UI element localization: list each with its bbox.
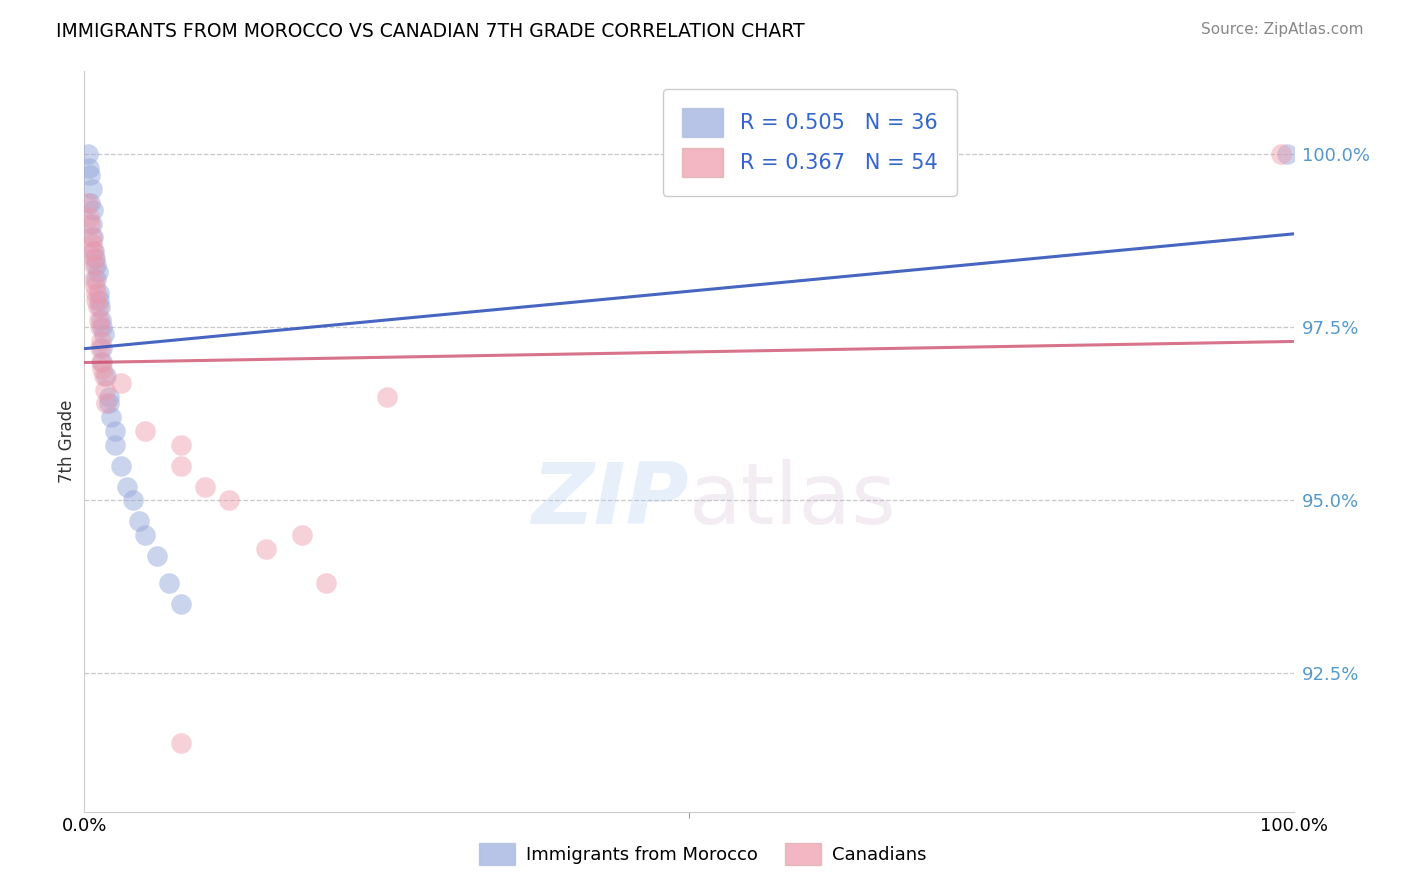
Point [170, 458, 193, 473]
Point [86, 285, 108, 300]
Legend: Immigrants from Morocco, Canadians: Immigrants from Morocco, Canadians [470, 834, 936, 874]
Point [83, 258, 105, 272]
Point [170, 735, 193, 749]
Point [79, 195, 101, 210]
Point [87, 285, 110, 300]
Point [100, 410, 122, 425]
Point [89, 341, 111, 355]
Point [83, 272, 105, 286]
Text: Source: ZipAtlas.com: Source: ZipAtlas.com [1201, 22, 1364, 37]
Text: atlas: atlas [689, 459, 897, 542]
Point [97, 390, 120, 404]
Point [91, 320, 114, 334]
Point [291, 528, 314, 542]
Point [90, 355, 112, 369]
Point [91, 362, 114, 376]
Point [86, 300, 108, 314]
Point [80, 182, 103, 196]
Legend: R = 0.505   N = 36, R = 0.367   N = 54: R = 0.505 N = 36, R = 0.367 N = 54 [664, 89, 956, 196]
Point [170, 597, 193, 611]
Point [83, 251, 105, 265]
Point [79, 168, 101, 182]
Point [110, 376, 132, 390]
Point [104, 438, 127, 452]
Point [91, 341, 114, 355]
Point [121, 493, 143, 508]
Point [89, 320, 111, 334]
Point [134, 528, 156, 542]
Point [254, 541, 277, 556]
Point [375, 390, 398, 404]
Point [94, 396, 117, 410]
Point [80, 230, 103, 244]
Y-axis label: 7th Grade: 7th Grade [58, 400, 76, 483]
Text: IMMIGRANTS FROM MOROCCO VS CANADIAN 7TH GRADE CORRELATION CHART: IMMIGRANTS FROM MOROCCO VS CANADIAN 7TH … [56, 22, 804, 41]
Point [1277, 147, 1299, 161]
Point [84, 251, 107, 265]
Point [86, 258, 108, 272]
Point [194, 479, 217, 493]
Point [80, 237, 103, 252]
Point [91, 355, 114, 369]
Point [128, 514, 150, 528]
Point [86, 272, 108, 286]
Point [77, 161, 100, 176]
Point [110, 458, 132, 473]
Point [87, 293, 110, 307]
Point [93, 368, 115, 383]
Point [1270, 147, 1292, 161]
Point [115, 479, 138, 493]
Point [218, 493, 240, 508]
Point [90, 313, 112, 327]
Point [82, 244, 104, 259]
Point [82, 230, 104, 244]
Point [77, 147, 100, 161]
Point [79, 217, 101, 231]
Point [82, 202, 104, 217]
Point [157, 576, 180, 591]
Point [94, 368, 117, 383]
Point [86, 293, 108, 307]
Point [134, 424, 156, 438]
Text: ZIP: ZIP [531, 459, 689, 542]
Point [146, 549, 169, 563]
Point [83, 244, 105, 259]
Point [80, 217, 103, 231]
Point [89, 300, 111, 314]
Point [86, 265, 108, 279]
Point [170, 438, 193, 452]
Point [104, 424, 127, 438]
Point [97, 396, 120, 410]
Point [315, 576, 337, 591]
Point [87, 313, 110, 327]
Point [77, 210, 100, 224]
Point [90, 334, 112, 349]
Point [93, 327, 115, 342]
Point [77, 195, 100, 210]
Point [84, 278, 107, 293]
Point [94, 383, 117, 397]
